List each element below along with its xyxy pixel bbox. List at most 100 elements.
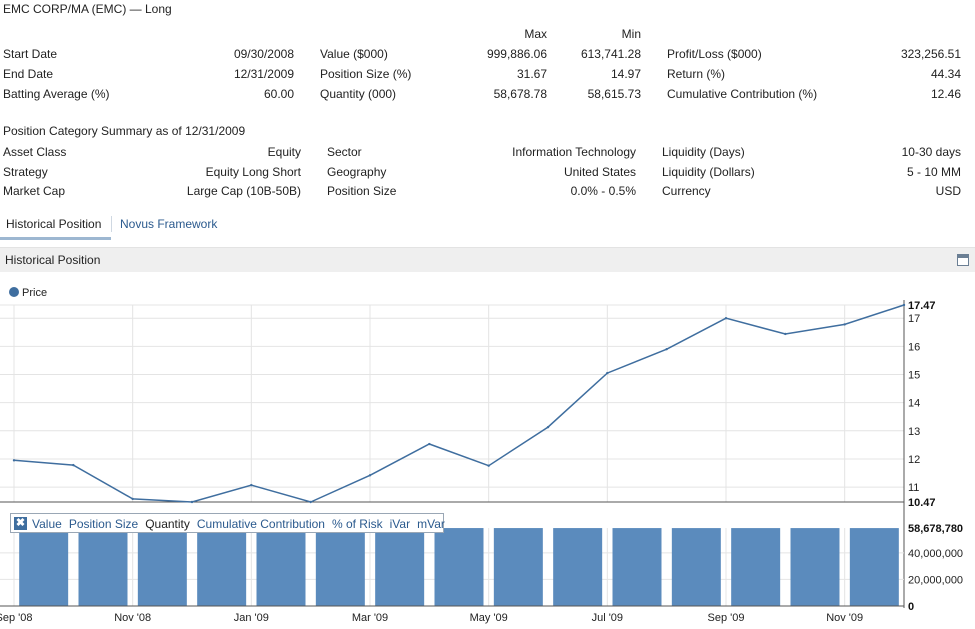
- y-tick-label: 11: [908, 482, 919, 494]
- panel-title: Historical Position: [5, 253, 101, 267]
- quantity-bar: [434, 528, 484, 606]
- category-label: Liquidity (Dollars): [662, 165, 755, 179]
- series-option[interactable]: iVar: [389, 517, 411, 531]
- x-tick-label: May '09: [470, 612, 508, 624]
- category-value: Large Cap (10B-50B): [186, 184, 301, 198]
- price-point: [606, 371, 609, 375]
- y-tick-label: 14: [908, 398, 920, 410]
- category-label: Currency: [662, 184, 711, 198]
- summary-label: Batting Average (%): [3, 87, 110, 101]
- category-label: Liquidity (Days): [662, 145, 745, 159]
- category-label: Geography: [327, 165, 387, 179]
- quantity-bar: [78, 528, 128, 606]
- x-tick-label: Sep '09: [708, 612, 745, 624]
- tab-novus-framework[interactable]: Novus Framework: [114, 210, 223, 240]
- summary-label: Position Size (%): [320, 67, 412, 81]
- price-point: [902, 303, 906, 307]
- quantity-bar: [671, 528, 721, 606]
- quantity-bar: [315, 528, 365, 606]
- summary-max-value: 58,678.78: [493, 87, 547, 101]
- category-label: Asset Class: [3, 145, 67, 159]
- summary-label: End Date: [3, 67, 54, 81]
- category-value: United States: [563, 165, 636, 179]
- category-label: Sector: [327, 145, 362, 159]
- summary-value: 09/30/2008: [233, 47, 294, 61]
- quantity-bar: [256, 528, 306, 606]
- price-point: [487, 464, 490, 467]
- category-value: Equity: [267, 145, 301, 159]
- minimize-icon[interactable]: [957, 254, 969, 266]
- quantity-bar: [19, 528, 69, 606]
- series-option[interactable]: % of Risk: [331, 517, 383, 531]
- y-tick-label: 13: [908, 426, 920, 438]
- quantity-bar: [731, 528, 781, 606]
- price-point: [428, 442, 431, 446]
- category-value: 5 - 10 MM: [906, 165, 961, 179]
- price-point: [250, 483, 253, 487]
- summary-value: 12.46: [930, 87, 961, 101]
- summary-min-value: 613,741.28: [580, 47, 641, 61]
- price-point: [784, 332, 787, 336]
- price-point: [309, 500, 312, 504]
- category-label: Market Cap: [3, 184, 66, 198]
- quantity-bar: [849, 528, 899, 606]
- page-title: EMC CORP/MA (EMC) — Long: [3, 2, 172, 16]
- y2-tick-label: 40,000,000: [908, 548, 963, 560]
- price-point: [665, 347, 668, 351]
- y2-tick-label: 20,000,000: [908, 574, 963, 586]
- close-icon[interactable]: ✖: [14, 517, 27, 530]
- legend-marker: [9, 287, 19, 297]
- series-option[interactable]: mVar: [417, 517, 445, 531]
- price-point: [72, 463, 75, 467]
- summary-max-value: 999,886.06: [486, 47, 547, 61]
- tab-historical-position[interactable]: Historical Position: [0, 210, 111, 240]
- category-value: 10-30 days: [901, 145, 961, 159]
- price-point: [190, 500, 194, 504]
- series-selector: ✖ Value Position Size Quantity Cumulative C…: [10, 513, 445, 533]
- y-tick-label: 15: [908, 370, 920, 382]
- tab-divider: [111, 216, 112, 232]
- summary-label: Return (%): [667, 67, 726, 81]
- category-heading: Position Category Summary as of 12/31/20…: [3, 124, 246, 138]
- summary-label: Profit/Loss ($000): [667, 47, 762, 61]
- y2-max-label: 58,678,780: [908, 523, 963, 535]
- quantity-bar: [790, 528, 840, 606]
- summary-value: 12/31/2009: [233, 67, 294, 81]
- category-value: 0.0% - 0.5%: [570, 184, 636, 198]
- price-point: [546, 425, 550, 429]
- col-header-min: Min: [621, 27, 641, 41]
- panel-header: Historical Position: [0, 247, 975, 272]
- y-min-label: 10.47: [908, 497, 936, 509]
- price-point: [843, 323, 846, 326]
- category-value: Information Technology: [512, 145, 636, 159]
- summary-min-value: 14.97: [610, 67, 641, 81]
- y-max-label: 17.47: [908, 300, 936, 312]
- quantity-bar: [553, 528, 603, 606]
- x-tick-label: Mar '09: [352, 612, 388, 624]
- legend-label: Price: [22, 287, 47, 299]
- price-point: [368, 474, 372, 477]
- x-tick-label: Nov '08: [114, 612, 151, 624]
- series-option[interactable]: Cumulative Contribution: [196, 517, 325, 531]
- series-option[interactable]: Quantity: [145, 517, 190, 531]
- summary-label: Start Date: [3, 47, 58, 61]
- quantity-bar: [197, 528, 247, 606]
- quantity-bar: [493, 528, 543, 606]
- summary-min-value: 58,615.73: [587, 87, 641, 101]
- price-point: [131, 497, 134, 501]
- series-option[interactable]: Value: [32, 517, 62, 531]
- category-label: Strategy: [3, 165, 48, 179]
- summary-value: 44.34: [930, 67, 961, 81]
- y-tick-label: 12: [908, 454, 920, 466]
- price-point: [724, 317, 728, 320]
- quantity-bar: [375, 528, 425, 606]
- summary-value: 323,256.51: [900, 47, 961, 61]
- y2-tick-label: 0: [908, 601, 914, 613]
- col-header-max: Max: [524, 27, 547, 41]
- x-tick-label: Jan '09: [234, 612, 269, 624]
- summary-label: Cumulative Contribution (%): [667, 87, 818, 101]
- summary-value: 60.00: [263, 87, 294, 101]
- series-option[interactable]: Position Size: [68, 517, 139, 531]
- summary-max-value: 31.67: [516, 67, 547, 81]
